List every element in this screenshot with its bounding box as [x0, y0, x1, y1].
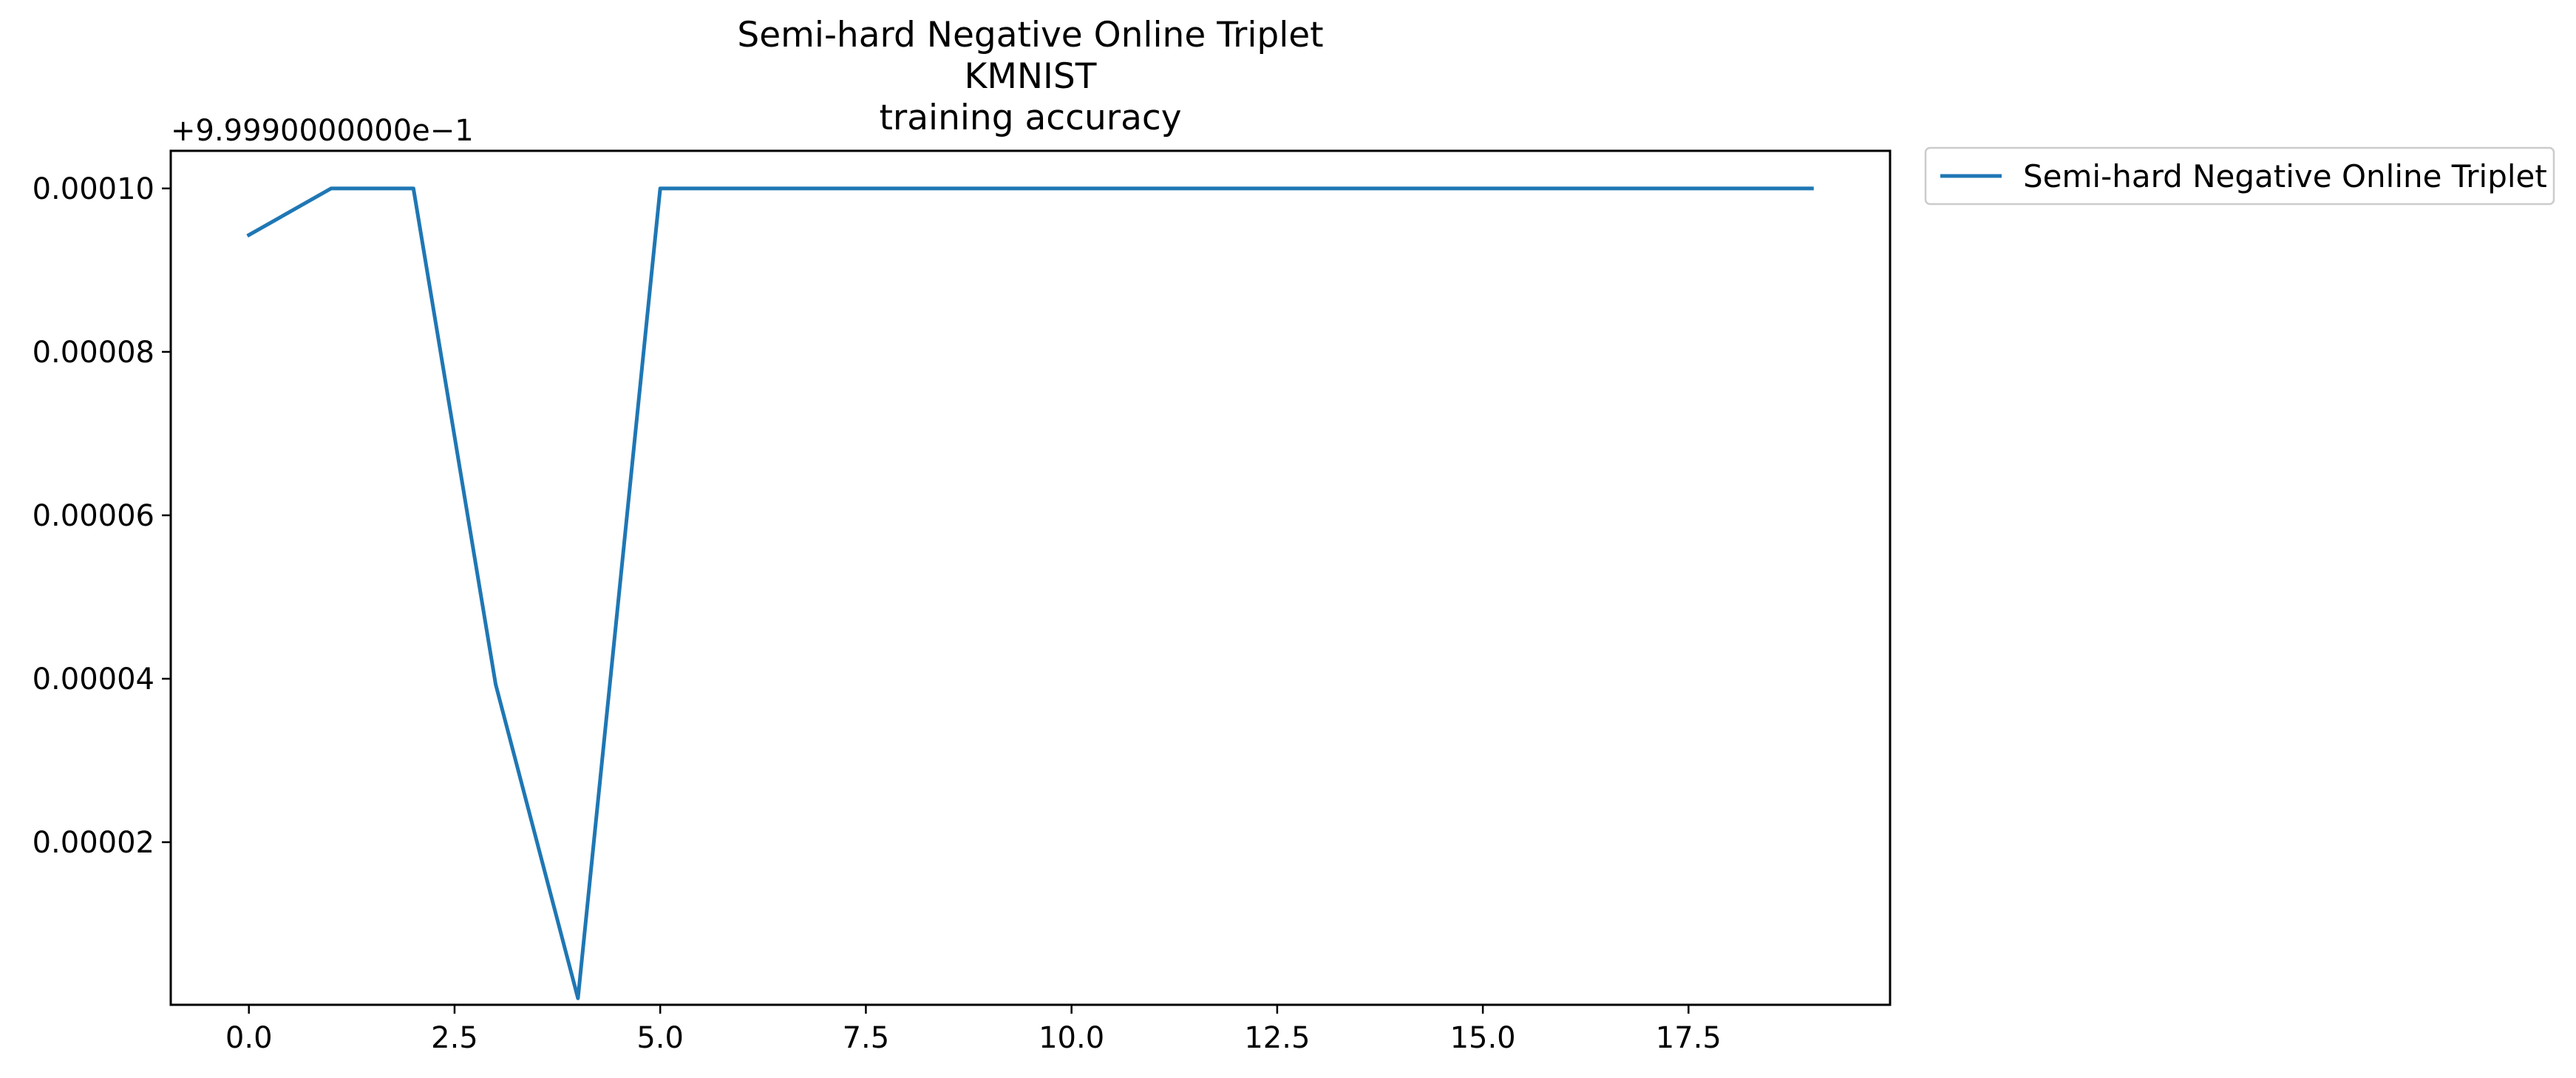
x-axis: 0.0 2.5 5.0 7.5 10.0 12.5 15.0 17.5	[225, 1005, 1722, 1055]
chart-title-line-3: training accuracy	[879, 98, 1181, 138]
x-tick-label: 7.5	[843, 1021, 890, 1055]
chart-title-line-1: Semi-hard Negative Online Triplet	[737, 15, 1323, 55]
y-tick-label: 0.00010	[33, 172, 154, 206]
y-tick-label: 0.00004	[33, 662, 154, 696]
chart-title: Semi-hard Negative Online TripletKMNISTt…	[737, 15, 1323, 138]
y-tick-label: 0.00002	[33, 826, 154, 860]
plot-area-frame	[169, 149, 1892, 1006]
y-axis: 0.00002 0.00004 0.00006 0.00008 0.00010	[33, 172, 171, 860]
chart-title-line-2: KMNIST	[965, 56, 1097, 97]
y-axis-offset-label: +9.9990000000e−1	[171, 114, 474, 148]
x-tick-label: 17.5	[1656, 1021, 1722, 1055]
y-tick-label: 0.00006	[33, 499, 154, 533]
y-tick-label: 0.00008	[33, 336, 154, 370]
series-group	[246, 186, 1814, 1000]
x-tick-label: 0.0	[225, 1021, 273, 1055]
x-tick-label: 2.5	[431, 1021, 478, 1055]
series-line-1	[246, 186, 1814, 1000]
x-tick-label: 5.0	[636, 1021, 684, 1055]
x-tick-label: 12.5	[1244, 1021, 1310, 1055]
x-tick-label: 10.0	[1039, 1021, 1104, 1055]
legend-box	[1924, 146, 2555, 206]
x-tick-label: 15.0	[1450, 1021, 1516, 1055]
legend-label: Semi-hard Negative Online Triplet	[2023, 158, 2547, 194]
legend: Semi-hard Negative Online Triplet	[1924, 146, 2555, 206]
